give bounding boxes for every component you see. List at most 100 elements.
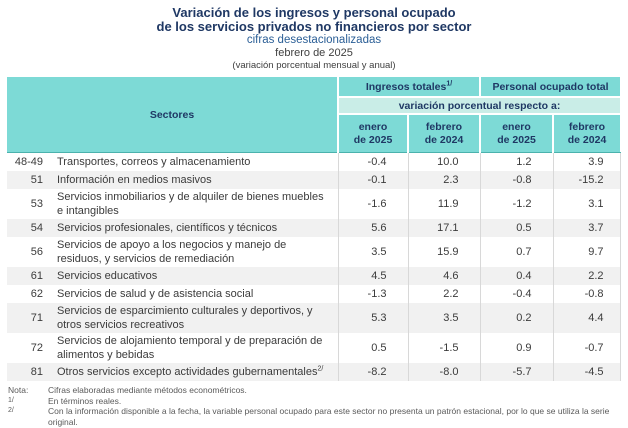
note-label: 1/ [8,396,14,404]
note-text: En términos reales. [48,395,122,406]
value-cell: 5.6 [337,219,409,237]
value-cell: 2.2 [407,285,481,303]
table-row: 81 Otros servicios excepto actividades gu… [7,363,621,381]
value-cell: 0.2 [479,303,554,333]
value-cell: 4.6 [407,267,481,285]
sector-name: Otros servicios excepto actividades gube… [57,363,339,381]
sector-name: Transportes, correos y almacenamiento [57,156,251,168]
table-row: 62 Servicios de salud y de asistencia soc… [7,285,621,303]
sector-code: 53 [30,198,43,210]
note-row: 1/En términos reales. [8,396,628,407]
sector-name: Información en medios masivos [57,171,339,189]
sector-code: 71 [7,303,57,333]
value-cell: 0.9 [479,333,554,363]
column-header-ingresos-enero-2025: enero de 2025 [338,114,410,153]
value-cell: -1.2 [479,189,554,219]
page-title-line-2: de los servicios privados no financieros… [156,19,472,34]
value-cell: 3.7 [552,219,621,237]
sector-code: 51 [7,171,57,189]
sector-name: Servicios de apoyo a los negocios y mane… [57,239,287,265]
value-cell: -1.6 [337,189,409,219]
sector-name: Servicios de alojamiento temporal y de p… [57,335,323,361]
table-row: 72 Servicios de alojamiento temporal y de… [7,333,621,363]
value-cell: 3.9 [552,152,621,171]
notes-section: Nota: Cifras elaboradas mediante métodos … [8,385,628,428]
table-body: 48-49 Transportes, correos y almacenamien… [7,152,621,381]
page-title-line-1: Variación de los ingresos y personal ocu… [172,5,456,20]
sector-name: Servicios de esparcimiento culturales y … [57,303,339,333]
sectors-data-table: Sectores Ingresos totales1/ Personal ocu… [7,77,621,381]
sector-name: Servicios de salud y de asistencia socia… [57,288,254,300]
value-cell: 2.2 [552,267,621,285]
table-row: 71 Servicios de esparcimiento culturales … [7,303,621,333]
note-row: Nota: Cifras elaboradas mediante métodos … [8,385,628,396]
value-cell: -1.5 [407,333,481,363]
value-cell: -0.7 [552,333,621,363]
value-cell: 15.9 [407,237,481,267]
value-cell: 2.3 [407,171,481,189]
value-cell: -0.4 [337,152,409,171]
value-cell: 3.5 [337,237,409,267]
value-cell: 4.5 [337,267,409,285]
table-row: 56 Servicios de apoyo a los negocios y ma… [7,237,621,267]
value-cell: -0.4 [479,285,554,303]
value-cell: -0.8 [479,171,554,189]
sector-name: Servicios educativos [57,267,339,285]
value-cell: -8.0 [407,363,481,381]
value-cell: 5.3 [337,303,409,333]
value-cell: 9.7 [552,237,621,267]
table-row: 53 Servicios inmobiliarios y de alquiler … [7,189,621,219]
sector-code: 54 [7,219,57,237]
sector-name: Servicios inmobiliarios y de alquiler de… [57,191,324,217]
sector-code: 62 [30,288,43,300]
value-cell: 0.4 [479,267,554,285]
sector-code: 56 [30,246,43,258]
value-cell: 3.5 [407,303,481,333]
note-text: Con la información disponible a la fecha… [48,406,610,427]
value-cell: -4.5 [552,363,621,381]
sector-name: Servicios profesionales, científicos y t… [57,219,339,237]
column-header-personal-febrero-2024: febrero de 2024 [553,114,621,153]
value-cell: 17.1 [407,219,481,237]
table-row: 54 Servicios profesionales, científicos y… [7,219,621,237]
column-header-personal-enero-2025: enero de 2025 [480,114,555,153]
sector-code: 48-49 [14,156,43,168]
value-cell: 0.5 [337,333,409,363]
value-cell: 10.0 [407,152,481,171]
table-header: Sectores Ingresos totales1/ Personal ocu… [7,77,621,153]
footnote-ref-1: 1/ [446,80,453,87]
value-cell: -0.8 [552,285,621,303]
sector-code: 72 [30,342,43,354]
variation-span-header: variación porcentual respecto a: [338,97,621,115]
column-header-ingresos-febrero-2024: febrero de 2024 [408,114,482,153]
value-cell: -0.1 [337,171,409,189]
period-label: febrero de 2025 [275,47,353,59]
group-header-personal-ocupado: Personal ocupado total [480,77,621,98]
value-cell: 3.1 [552,189,621,219]
table-row: 61 Servicios educativos 4.5 4.6 0.4 2.2 [7,267,621,285]
group-header-label: Ingresos totales [365,80,447,93]
value-cell: 0.7 [479,237,554,267]
value-cell: -8.2 [337,363,409,381]
value-cell: -15.2 [552,171,621,189]
title-block: Variación de los ingresos y personal ocu… [0,0,628,72]
sectors-column-header: Sectores [7,77,340,153]
value-cell: 0.5 [479,219,554,237]
sector-code: 81 [7,363,57,381]
measure-note: (variación porcentual mensual y anual) [232,60,396,71]
value-cell: -5.7 [479,363,554,381]
note-label: 2/ [8,407,14,414]
note-row: 2/Con la información disponible a la fec… [8,406,628,427]
table-row: 48-49 Transportes, correos y almacenamien… [7,152,621,171]
value-cell: 11.9 [407,189,481,219]
value-cell: 1.2 [479,152,554,171]
group-header-ingresos-totales: Ingresos totales1/ [338,77,482,98]
page-subtitle: cifras desestacionalizadas [246,34,382,46]
footnote-ref-2: 2/ [317,365,324,373]
value-cell: -1.3 [337,285,409,303]
table-row: 51 Información en medios masivos -0.1 2.3 -0… [7,171,621,189]
value-cell: 4.4 [552,303,621,333]
note-label: Nota: [8,385,29,395]
sector-code: 61 [7,267,57,285]
